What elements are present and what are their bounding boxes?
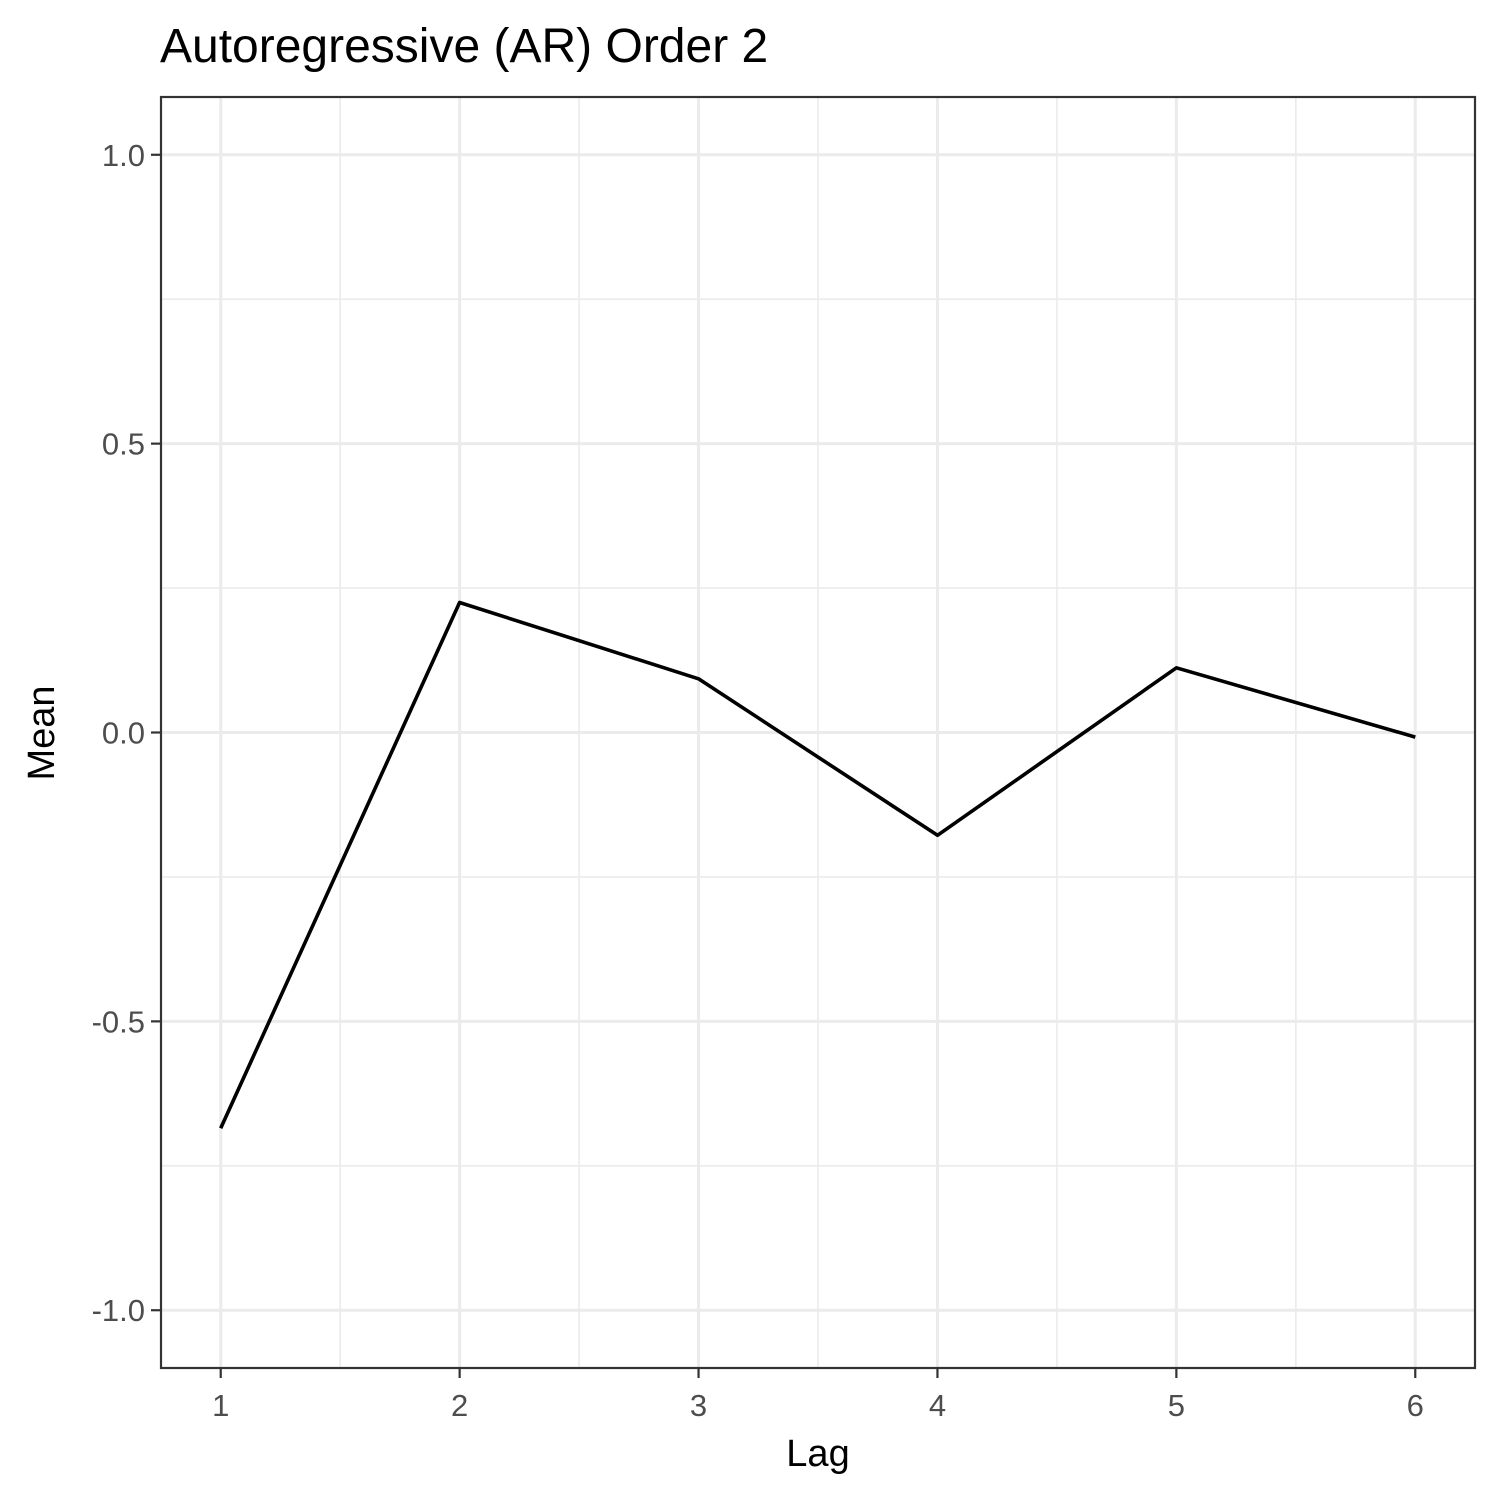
chart-title: Autoregressive (AR) Order 2 (160, 20, 768, 73)
series-line (219, 600, 1416, 1129)
x-axis-title: Lag (786, 1433, 849, 1475)
x-tick-label: 4 (929, 1388, 946, 1423)
y-axis-title: Mean (21, 685, 63, 780)
y-tick-label: -0.5 (92, 1004, 145, 1039)
x-tick-label: 2 (451, 1388, 468, 1423)
x-tick-label: 1 (212, 1388, 229, 1423)
y-tick-label: -1.0 (92, 1293, 145, 1328)
x-tick-label: 3 (690, 1388, 707, 1423)
y-tick-label: 0.0 (102, 716, 145, 751)
series-layer (219, 600, 1416, 1129)
y-tick-label: 0.5 (102, 427, 145, 462)
x-axis-ticks: 1 2 3 4 5 6 (212, 1368, 1424, 1423)
major-gridlines (161, 97, 1475, 1368)
x-tick-label: 6 (1407, 1388, 1424, 1423)
y-tick-label: 1.0 (102, 138, 145, 173)
y-axis-ticks: -1.0 -0.5 0.0 0.5 1.0 (92, 138, 161, 1328)
x-tick-label: 5 (1168, 1388, 1185, 1423)
